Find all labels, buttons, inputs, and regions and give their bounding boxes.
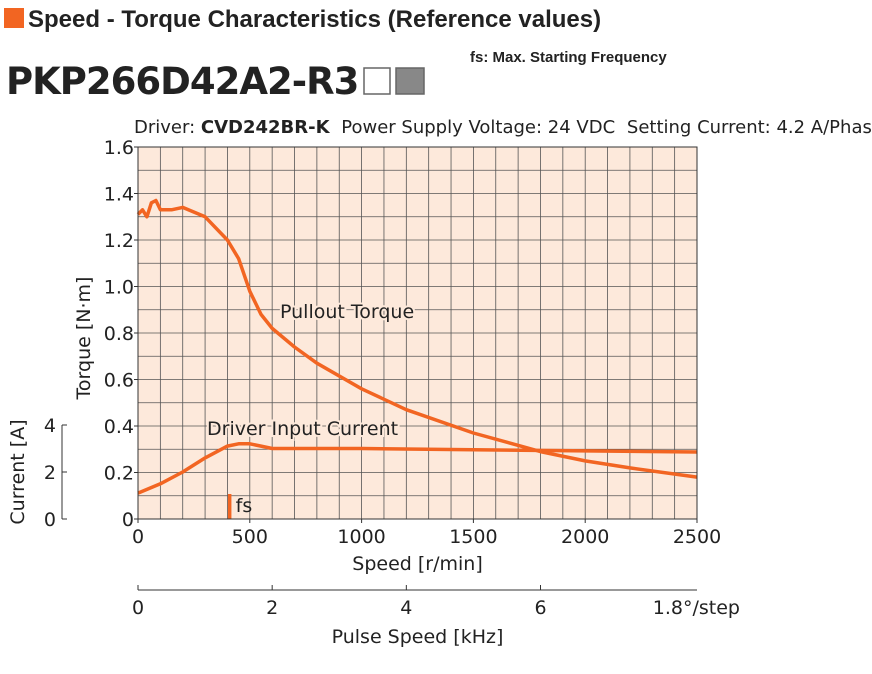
y2-tick-label: 4 xyxy=(44,415,56,437)
y-tick-label: 1.4 xyxy=(104,184,134,206)
y-tick-label: 0.8 xyxy=(104,323,134,345)
y-tick-label: 1.2 xyxy=(104,230,134,252)
chart-title: Speed - Torque Characteristics (Referenc… xyxy=(28,6,601,33)
x2-tick-label: 4 xyxy=(400,597,412,619)
driver: CVD242BR-K xyxy=(201,117,331,138)
series-label: Pullout Torque xyxy=(280,301,414,323)
y2-axis-label: Current [A] xyxy=(7,419,29,524)
y-tick-label: 0.2 xyxy=(104,463,134,485)
x2-tick-label: 2 xyxy=(266,597,278,619)
x2-tick-label: 6 xyxy=(534,597,546,619)
title-icon xyxy=(4,8,24,28)
series-line xyxy=(137,442,698,495)
conditions: Driver: CVD242BR-K Power Supply Voltage:… xyxy=(134,117,872,138)
y-tick-label: 1.0 xyxy=(104,277,134,299)
x2-note: 1.8°/step xyxy=(653,597,740,619)
x-tick-label: 500 xyxy=(232,526,268,548)
color-box-gray xyxy=(395,67,425,95)
y-tick-label: 0.6 xyxy=(104,370,134,392)
series-label: Driver Input Current xyxy=(207,418,398,440)
x-tick-label: 2500 xyxy=(673,526,721,548)
x-tick-label: 0 xyxy=(132,526,144,548)
y2-tick-label: 0 xyxy=(44,509,56,531)
x-tick-label: 1000 xyxy=(337,526,385,548)
y-tick-label: 1.6 xyxy=(104,137,134,159)
fs-note: fs: Max. Starting Frequency xyxy=(470,49,667,66)
voltage: Power Supply Voltage: 24 VDC xyxy=(341,117,615,138)
color-box-white xyxy=(363,67,391,95)
x2-axis-label: Pulse Speed [kHz] xyxy=(332,626,504,648)
y-axis-label: Torque [N·m] xyxy=(73,277,95,401)
fs-label: fs xyxy=(236,495,253,517)
y2-tick-label: 2 xyxy=(44,462,56,484)
series-line xyxy=(136,198,698,479)
x-tick-label: 2000 xyxy=(561,526,609,548)
y-tick-label: 0 xyxy=(122,509,134,531)
x-tick-label: 1500 xyxy=(449,526,497,548)
x2-tick-label: 0 xyxy=(132,597,144,619)
current: Setting Current: 4.2 A/Phase xyxy=(627,117,872,138)
y-tick-label: 0.4 xyxy=(104,416,134,438)
model: PKP266D42A2-R3 xyxy=(6,60,358,103)
x-axis-label: Speed [r/min] xyxy=(352,553,482,575)
driver-label: Driver: xyxy=(134,117,195,138)
